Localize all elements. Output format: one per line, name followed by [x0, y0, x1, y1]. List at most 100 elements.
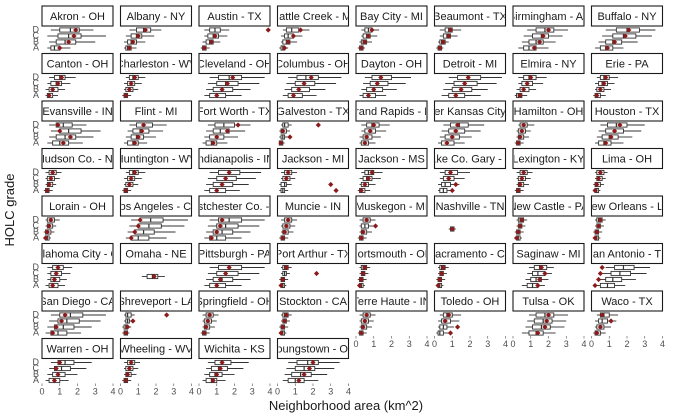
facet-label: Flint - MI — [135, 106, 178, 118]
mean-marker — [521, 169, 527, 176]
mean-marker — [369, 169, 375, 176]
facet-label: San Antonio - TX — [586, 249, 670, 261]
facet-panel: Tulsa - OK 0 1 2 3 4 — [510, 290, 587, 349]
facet-label: Sacramento - CA — [428, 249, 513, 261]
mean-marker — [310, 359, 316, 366]
facet-strip — [433, 290, 507, 312]
facet-label: Portsmouth - OH — [350, 249, 433, 261]
facet-strip — [198, 242, 271, 265]
mean-marker — [626, 27, 632, 33]
facet-panel: Omaha - NE — [119, 242, 193, 280]
x-tick-label: 4 — [346, 387, 351, 397]
facet-label: Muncie - IN — [285, 201, 341, 213]
mean-marker — [123, 330, 129, 336]
mean-marker — [207, 312, 213, 318]
facet-label: Warren - OH — [47, 344, 109, 356]
mean-marker — [48, 175, 54, 182]
mean-marker — [596, 223, 602, 229]
mean-marker — [128, 235, 134, 241]
box-body — [214, 122, 235, 128]
mean-marker — [542, 270, 548, 277]
facet-panel: Lake Co. Gary - IN — [433, 147, 507, 194]
mean-marker — [132, 74, 138, 81]
mean-marker — [217, 365, 223, 372]
facet-label: Port Arthur - TX — [275, 249, 352, 261]
facet-panel: Springfield - OH — [198, 290, 271, 336]
x-tick-label: 2 — [389, 339, 394, 349]
mean-marker — [364, 312, 370, 318]
mean-marker — [528, 74, 534, 81]
mean-marker — [597, 270, 603, 277]
mean-marker — [364, 134, 370, 140]
mean-marker — [365, 33, 372, 39]
facet-panel: Lexington - KY — [512, 147, 585, 194]
facet-panel: Los Angeles - CA — [119, 195, 193, 241]
facet-strip — [590, 52, 664, 75]
mean-marker — [283, 175, 289, 182]
mean-marker — [208, 39, 215, 45]
mean-marker — [597, 86, 603, 93]
mean-marker — [356, 282, 363, 289]
facet-strip — [41, 195, 114, 217]
facet-label: Grand Rapids - MI — [347, 106, 437, 118]
facet-strip — [512, 147, 585, 170]
facet-label: Evansville - IN — [42, 106, 112, 118]
mean-marker — [140, 122, 147, 128]
facet-panel: New Castle - PA — [512, 195, 585, 241]
box-body — [216, 223, 239, 229]
mean-marker — [515, 187, 521, 194]
mean-marker — [285, 169, 291, 176]
mean-marker — [226, 264, 232, 271]
mean-marker — [55, 264, 61, 271]
facet-strip — [355, 290, 428, 312]
x-tick-label: 3 — [171, 387, 176, 397]
facet-panel: Bay City - MI — [355, 5, 428, 51]
box-body — [57, 33, 82, 39]
facet-strip — [355, 195, 428, 217]
facet-label: Buffalo - NY — [597, 11, 657, 23]
box-body — [280, 181, 287, 188]
facet-strip — [41, 242, 114, 265]
mean-marker — [44, 187, 50, 194]
facet-panel: New Orleans - LA — [590, 195, 664, 241]
mean-marker — [596, 276, 602, 283]
facet-label: Bay City - MI — [360, 11, 423, 23]
facet-strip — [433, 195, 507, 217]
mean-marker — [537, 276, 543, 283]
x-tick-label: 2 — [75, 387, 80, 397]
facet-strip — [119, 337, 193, 360]
facet-label: Fort Worth - TX — [197, 106, 273, 118]
facet-panel: Westchester Co. - NY — [198, 195, 271, 241]
mean-marker — [285, 39, 291, 45]
y-tick-label: A — [33, 185, 39, 195]
mean-marker — [462, 80, 468, 87]
mean-marker — [126, 365, 132, 372]
mean-marker — [219, 181, 225, 188]
mean-marker — [513, 235, 520, 241]
x-tick-label: 2 — [153, 387, 158, 397]
facet-label: Omaha - NE — [125, 249, 186, 261]
x-tick-label: 3 — [328, 387, 333, 397]
x-tick-label: 3 — [642, 339, 647, 349]
box-body — [532, 33, 549, 39]
x-tick-label: 0 — [589, 339, 594, 349]
facet-strip — [355, 5, 428, 27]
mean-marker — [123, 92, 129, 99]
facet-strip — [119, 52, 193, 75]
mean-marker — [437, 45, 443, 51]
y-tick-label: C — [33, 126, 40, 136]
mean-marker — [517, 223, 523, 229]
mean-marker — [55, 122, 61, 128]
mean-marker — [224, 80, 230, 87]
mean-marker — [440, 39, 446, 45]
y-tick-label: B — [33, 179, 39, 189]
box-body — [605, 276, 623, 283]
mean-marker — [519, 217, 525, 223]
facet-label: Battle Creek - MI — [272, 11, 355, 23]
facet-label: Dayton - OH — [361, 59, 422, 71]
mean-marker — [201, 45, 207, 51]
facet-label: Jackson - MI — [282, 154, 344, 166]
box-body — [282, 122, 289, 128]
